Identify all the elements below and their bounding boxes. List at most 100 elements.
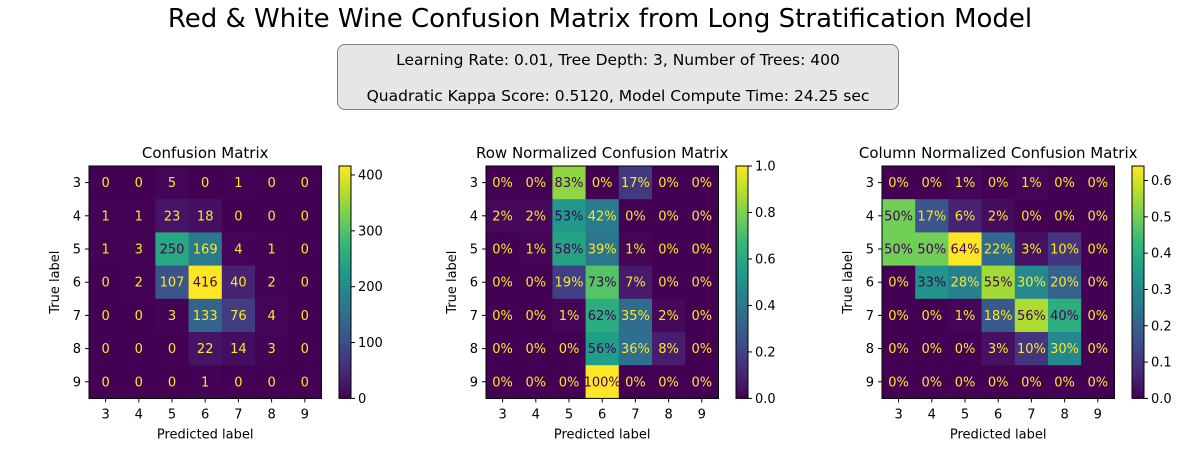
panel1-heatmap-cell xyxy=(188,199,223,233)
panel2-heatmap-cell xyxy=(486,232,520,267)
panel1-y-tick-label: 7 xyxy=(73,309,81,324)
panel1-heatmap-cell xyxy=(155,332,190,366)
panel1-cell-label: 0 xyxy=(301,209,309,224)
panel3-cell-label: 50% xyxy=(884,209,913,224)
panel1-heatmap-cell xyxy=(188,265,223,300)
panel2-cell-label: 8% xyxy=(658,342,679,357)
panel3-heatmap-cell xyxy=(1081,265,1115,300)
panel3-cell-label: 17% xyxy=(917,209,946,224)
panel1-colorbar-tick-label: 300 xyxy=(358,224,383,239)
panel1-heatmap-cell xyxy=(155,166,190,200)
panel2-cell-label: 0% xyxy=(691,209,712,224)
panel3-y-tick-label: 8 xyxy=(866,342,874,357)
panel2-cell-label: 0% xyxy=(525,342,546,357)
panel3-heatmap-cell xyxy=(948,298,983,333)
panel1-heatmap-cell xyxy=(221,265,256,300)
panel2-heatmap-cell xyxy=(552,265,587,300)
panel1-cell-label: 0 xyxy=(267,176,275,191)
panel3-heatmap-cell xyxy=(1081,298,1115,333)
panel2-heatmap-cell xyxy=(486,265,520,300)
panel2-heatmap-cell xyxy=(519,265,553,300)
panel3-heatmap-cell xyxy=(1048,332,1082,366)
panel2-cell-label: 0% xyxy=(592,176,613,191)
panel3-y-tick-label: 9 xyxy=(866,375,874,390)
panel3-cell-label: 30% xyxy=(1050,342,1079,357)
panel1-x-axis-label: Predicted label xyxy=(157,427,254,442)
panel3-heatmap-cell xyxy=(1014,332,1049,366)
panel2-cell-label: 56% xyxy=(588,342,617,357)
panel3-cell-label: 64% xyxy=(951,243,980,258)
panel2-cell-label: 0% xyxy=(525,276,546,291)
panel1-x-tick-label: 8 xyxy=(267,407,275,422)
panel2-heatmap-cell xyxy=(585,199,620,233)
panel1-cell-label: 0 xyxy=(301,176,309,191)
panel2-heatmap-cell xyxy=(552,365,587,399)
panel2-cell-label: 2% xyxy=(525,209,546,224)
panel3-cell-label: 0% xyxy=(921,309,942,324)
panel3-colorbar-tick-label: 0.5 xyxy=(1151,210,1172,225)
panel3-cell-label: 0% xyxy=(988,375,1009,390)
panel2-heatmap-cell xyxy=(685,232,719,267)
panel1-cell-label: 18 xyxy=(197,209,214,224)
panel2-heatmap-cell xyxy=(585,232,620,267)
panel3-y-tick-label: 5 xyxy=(866,243,874,258)
panel2-heatmap-cell xyxy=(652,365,686,399)
panel3-colorbar-tick-label: 0.4 xyxy=(1151,247,1172,262)
panel1-cell-label: 0 xyxy=(301,375,309,390)
panel2-cell-label: 0% xyxy=(691,375,712,390)
panel2-x-axis-label: Predicted label xyxy=(554,427,651,442)
panel2-heatmap-cell xyxy=(552,166,587,200)
panel3-cell-label: 10% xyxy=(1050,243,1079,258)
panel1-heatmap-cell xyxy=(255,265,289,300)
panel3-heatmap-cell xyxy=(1048,166,1082,200)
panel2-y-tick-label: 6 xyxy=(470,276,478,291)
panel2-cell-label: 0% xyxy=(658,176,679,191)
panel3-cell-label: 18% xyxy=(984,309,1013,324)
panel1-heatmap-cell xyxy=(188,166,223,200)
panel3-cell-label: 0% xyxy=(888,276,909,291)
panel1-heatmap-cell xyxy=(288,166,322,200)
panel1-x-tick-label: 9 xyxy=(301,407,309,422)
panel1-heatmap-cell xyxy=(122,332,156,366)
panel1-heatmap-cell xyxy=(221,298,256,333)
panel3-x-axis-label: Predicted label xyxy=(950,427,1047,442)
panel3-cell-label: 0% xyxy=(1054,375,1075,390)
panel1-cell-label: 0 xyxy=(168,342,176,357)
panel3-x-tick-label: 4 xyxy=(928,407,936,422)
panel3-cell-label: 50% xyxy=(917,243,946,258)
panel3-heatmap-cell xyxy=(882,298,916,333)
panel2-cell-label: 73% xyxy=(588,276,617,291)
panel1-cell-label: 1 xyxy=(201,375,209,390)
panel1-heatmap-cell xyxy=(122,298,156,333)
panel2-y-tick-label: 5 xyxy=(470,243,478,258)
panel2-cell-label: 0% xyxy=(492,243,513,258)
panel3-heatmap-cell xyxy=(981,166,1016,200)
panel2-heatmap-cell xyxy=(519,199,553,233)
panel2-cell-label: 19% xyxy=(555,276,584,291)
panel1-cell-label: 1 xyxy=(101,243,109,258)
panel2-heatmap-cell xyxy=(486,166,520,200)
panel1-heatmap-cell xyxy=(122,265,156,300)
panel1-heatmap-cell xyxy=(288,298,322,333)
panel2-colorbar-tick-label: 0.8 xyxy=(755,206,776,221)
panel3-heatmap-cell xyxy=(1048,365,1082,399)
panel2-colorbar-tick-label: 1.0 xyxy=(755,160,776,175)
panel2-cell-label: 7% xyxy=(625,276,646,291)
panel3-heatmap-cell xyxy=(981,232,1016,267)
panel1-cell-label: 0 xyxy=(201,176,209,191)
panel1-cell-label: 4 xyxy=(267,309,275,324)
panel2-colorbar-tick-label: 0.4 xyxy=(755,299,776,314)
panel2-cell-label: 42% xyxy=(588,209,617,224)
panel2-heatmap-cell xyxy=(618,332,653,366)
panel1-y-tick-label: 3 xyxy=(73,176,81,191)
panel1-heatmap-cell xyxy=(89,365,123,399)
panel2-heatmap-cell xyxy=(519,166,553,200)
panel1-cell-label: 1 xyxy=(267,243,275,258)
panel2-heatmap-cell xyxy=(585,365,620,399)
panel3-cell-label: 50% xyxy=(884,243,913,258)
panel1-heatmap-cell xyxy=(89,265,123,300)
panel3-heatmap-cell xyxy=(1014,298,1049,333)
panel3-heatmap-cell xyxy=(915,166,949,200)
panel1-cell-label: 0 xyxy=(234,375,242,390)
panel3-x-tick-label: 5 xyxy=(961,407,969,422)
